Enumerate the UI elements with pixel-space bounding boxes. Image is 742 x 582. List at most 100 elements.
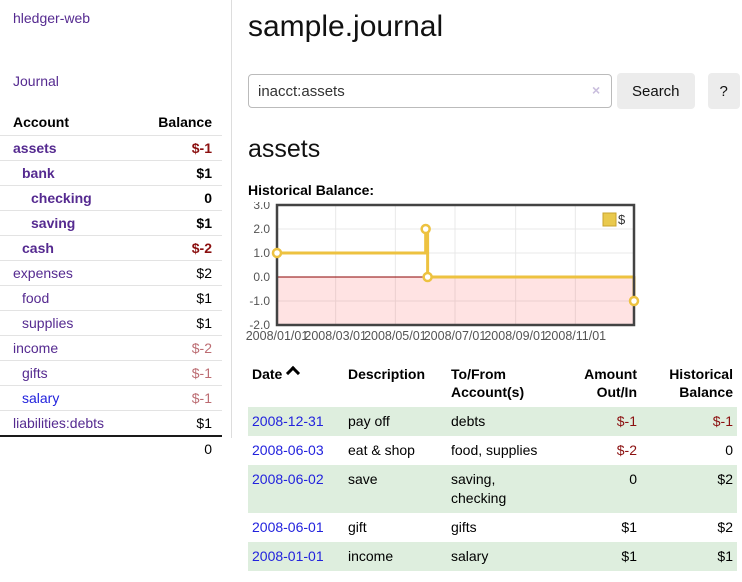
- cell-description: save: [348, 471, 378, 487]
- account-link-liabilities-debts[interactable]: liabilities:debts: [13, 415, 105, 431]
- account-balance: $-2: [191, 240, 212, 256]
- account-link-gifts[interactable]: gifts: [22, 365, 48, 381]
- svg-text:0.0: 0.0: [253, 270, 270, 284]
- account-balance: $-2: [191, 340, 212, 356]
- cell-amount: 0: [629, 471, 637, 487]
- account-link-cash[interactable]: cash: [22, 240, 54, 256]
- account-row: bank $1: [0, 160, 222, 186]
- cell-accounts: food, supplies: [451, 442, 538, 458]
- svg-text:2008/07/01: 2008/07/01: [424, 329, 487, 343]
- cell-accounts: debts: [451, 413, 486, 429]
- account-balance: $-1: [191, 365, 212, 381]
- cell-description: gift: [348, 519, 367, 535]
- account-link-checking[interactable]: checking: [31, 190, 92, 206]
- cell-accounts: gifts: [451, 519, 477, 535]
- register-header-accounts: To/From Account(s): [451, 366, 525, 400]
- search-button[interactable]: Search: [617, 73, 695, 109]
- account-link-expenses[interactable]: expenses: [13, 265, 73, 281]
- cell-date: 2008-06-03: [248, 436, 344, 465]
- cell-accounts: saving, checking: [451, 471, 507, 506]
- account-row: checking 0: [0, 185, 222, 211]
- accounts-table-header: Account Balance: [0, 110, 222, 136]
- transaction-date-link[interactable]: 2008-12-31: [252, 413, 324, 429]
- account-row: liabilities:debts $1: [0, 410, 222, 437]
- account-link-bank[interactable]: bank: [22, 165, 55, 181]
- register-table-body: 2008-12-31 pay off debts $-1 $-1 2008-06-03 ea…: [248, 407, 737, 571]
- svg-text:3.0: 3.0: [253, 202, 270, 212]
- accounts-header-account: Account: [13, 114, 69, 130]
- cell-date: 2008-12-31: [248, 407, 344, 436]
- transaction-date-link[interactable]: 2008-06-02: [252, 471, 324, 487]
- register-header-amount: Amount Out/In: [584, 366, 637, 400]
- register-table: Date Description To/From Account(s) Amou…: [248, 363, 737, 571]
- accounts-table: Account Balance assets $-1 bank $1 checking 0…: [0, 110, 222, 461]
- account-row: food $1: [0, 285, 222, 311]
- svg-text:2008/11/01: 2008/11/01: [544, 329, 606, 343]
- svg-text:2008/05/01: 2008/05/01: [364, 329, 427, 343]
- table-row: 2008-06-03 eat & shop food, supplies $-2 0: [248, 436, 737, 465]
- clear-search-icon[interactable]: ×: [592, 82, 601, 98]
- account-row: assets $-1: [0, 135, 222, 161]
- accounts-total-row: 0: [0, 436, 222, 461]
- historical-balance-chart[interactable]: $3.0 2.0 1.0 0.0 -1.0 -2.02008/01/012008/03/0…: [243, 198, 647, 345]
- search-input[interactable]: [248, 74, 612, 108]
- account-row: income $-2: [0, 335, 222, 361]
- svg-text:2008/03/01: 2008/03/01: [304, 329, 367, 343]
- main-content: sample.journal × Search ? assets Histori…: [233, 0, 742, 571]
- cell-description: income: [348, 548, 394, 564]
- cell-balance: $2: [717, 519, 733, 535]
- transaction-date-link[interactable]: 2008-06-01: [252, 519, 324, 535]
- register-header-date[interactable]: Date: [248, 363, 344, 407]
- svg-text:$: $: [618, 212, 626, 227]
- svg-text:2.0: 2.0: [253, 222, 270, 236]
- svg-text:-2.0: -2.0: [249, 318, 270, 332]
- account-link-food[interactable]: food: [22, 290, 50, 306]
- account-row: expenses $2: [0, 260, 222, 286]
- chart-title: Historical Balance:: [248, 182, 375, 198]
- account-balance: $2: [196, 265, 212, 281]
- cell-balance: $-1: [712, 413, 733, 429]
- table-row: 2008-06-01 gift gifts $1 $2: [248, 513, 737, 542]
- transaction-date-link[interactable]: 2008-01-01: [252, 548, 324, 564]
- transaction-date-link[interactable]: 2008-06-03: [252, 442, 324, 458]
- svg-text:2008/09/01: 2008/09/01: [484, 329, 547, 343]
- table-row: 2008-12-31 pay off debts $-1 $-1: [248, 407, 737, 436]
- help-button[interactable]: ?: [707, 73, 740, 109]
- account-balance: $-1: [191, 390, 212, 406]
- accounts-total-value: 0: [204, 441, 212, 457]
- account-heading: assets: [248, 135, 321, 163]
- cell-accounts: salary: [451, 548, 489, 564]
- cell-description: pay off: [348, 413, 390, 429]
- account-row: supplies $1: [0, 310, 222, 336]
- svg-text:1.0: 1.0: [253, 246, 270, 260]
- search-bar: × Search ?: [248, 73, 742, 109]
- cell-amount: $-2: [616, 442, 637, 458]
- account-row: saving $1: [0, 210, 222, 236]
- account-link-income[interactable]: income: [13, 340, 59, 356]
- register-header-row: Date Description To/From Account(s) Amou…: [248, 363, 737, 407]
- account-link-salary[interactable]: salary: [22, 390, 60, 406]
- cell-amount: $-1: [616, 413, 637, 429]
- cell-amount: $1: [621, 548, 637, 564]
- accounts-header-balance: Balance: [158, 114, 212, 130]
- account-balance: $-1: [191, 140, 212, 156]
- account-row: cash $-2: [0, 235, 222, 261]
- register-header-balance: Historical Balance: [669, 366, 733, 400]
- table-row: 2008-06-02 save saving, checking 0 $2: [248, 465, 737, 513]
- sidebar: hledger-web Journal Account Balance asse…: [0, 0, 232, 457]
- account-row: salary $-1: [0, 385, 222, 411]
- account-balance: $1: [196, 315, 212, 331]
- account-balance: $1: [196, 290, 212, 306]
- cell-balance: $1: [717, 548, 733, 564]
- cell-date: 2008-01-01: [248, 542, 344, 571]
- sort-ascending-icon: [286, 365, 301, 381]
- cell-balance: $2: [717, 471, 733, 487]
- account-link-assets[interactable]: assets: [13, 140, 57, 156]
- app-title-link[interactable]: hledger-web: [13, 10, 91, 26]
- account-link-supplies[interactable]: supplies: [22, 315, 74, 331]
- cell-date: 2008-06-02: [248, 465, 344, 513]
- account-link-saving[interactable]: saving: [31, 215, 76, 231]
- account-balance: $1: [196, 415, 212, 431]
- account-balance: $1: [196, 215, 212, 231]
- sidebar-item-journal[interactable]: Journal: [13, 73, 59, 89]
